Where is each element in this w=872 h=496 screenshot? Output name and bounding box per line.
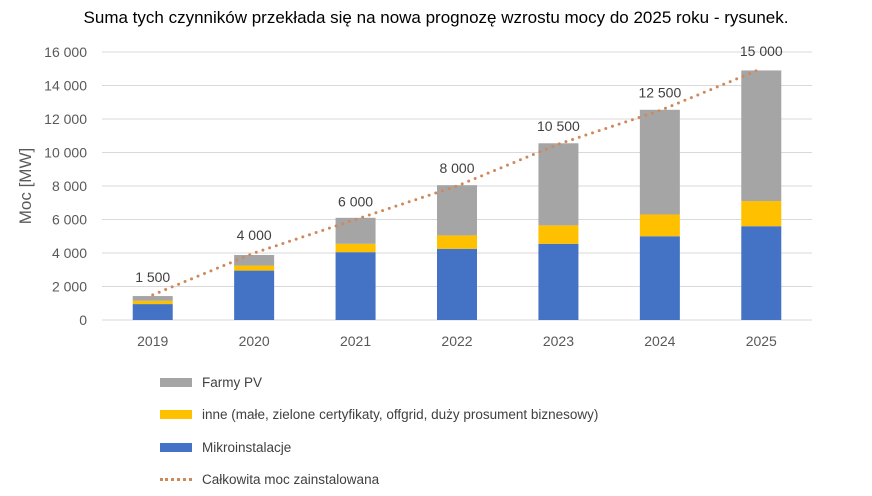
data-label: 6 000 (338, 194, 373, 210)
bar-farmy (741, 70, 781, 201)
bar-inne (336, 244, 376, 252)
bar-inne (538, 225, 578, 243)
bar-farmy (640, 110, 680, 215)
bar-inne (640, 214, 680, 236)
legend-item-farmy-pv: Farmy PV (160, 366, 598, 399)
legend-swatch (160, 378, 192, 387)
bar-inne (437, 235, 477, 248)
y-tick-label: 2 000 (52, 279, 87, 295)
data-label: 4 000 (237, 227, 272, 243)
legend-swatch (160, 443, 192, 452)
bar-mikroinstalacje (336, 252, 376, 320)
data-label: 15 000 (740, 43, 783, 59)
y-tick-label: 12 000 (44, 111, 87, 127)
bar-farmy (133, 296, 173, 301)
bar-farmy (336, 218, 376, 244)
legend-label: Całkowita moc zainstalowana (202, 472, 379, 487)
bar-mikroinstalacje (741, 226, 781, 320)
data-label: 10 500 (537, 118, 580, 134)
legend-item-inne: inne (małe, zielone certyfikaty, offgrid… (160, 399, 598, 432)
y-tick-label: 16 000 (44, 44, 87, 60)
legend-item-total: Całkowita moc zainstalowana (160, 464, 598, 496)
y-tick-label: 6 000 (52, 212, 87, 228)
legend-label: Farmy PV (202, 375, 262, 390)
data-label: 12 500 (638, 85, 681, 101)
y-tick-label: 8 000 (52, 178, 87, 194)
x-tick-label: 2020 (239, 333, 270, 349)
bar-inne (133, 301, 173, 304)
legend-item-mikroinstalacje: Mikroinstalacje (160, 431, 598, 464)
bar-inne (234, 266, 274, 271)
legend-label: inne (małe, zielone certyfikaty, offgrid… (202, 407, 598, 422)
bar-mikroinstalacje (538, 244, 578, 320)
y-axis-label: Moc [MW] (16, 148, 35, 225)
x-tick-label: 2019 (137, 333, 168, 349)
legend-line-swatch (160, 478, 192, 481)
bar-mikroinstalacje (234, 271, 274, 320)
x-tick-label: 2023 (543, 333, 574, 349)
x-tick-label: 2022 (441, 333, 472, 349)
bar-mikroinstalacje (640, 236, 680, 320)
y-tick-label: 0 (79, 312, 87, 328)
data-label: 8 000 (439, 160, 474, 176)
x-tick-label: 2025 (746, 333, 777, 349)
y-tick-label: 10 000 (44, 145, 87, 161)
legend: Farmy PV inne (małe, zielone certyfikaty… (160, 366, 598, 496)
legend-swatch (160, 410, 192, 419)
bar-farmy (538, 143, 578, 225)
y-tick-label: 14 000 (44, 78, 87, 94)
bar-mikroinstalacje (437, 249, 477, 320)
x-tick-label: 2024 (644, 333, 675, 349)
bar-inne (741, 201, 781, 226)
bar-farmy (234, 255, 274, 266)
bar-farmy (437, 185, 477, 235)
bar-mikroinstalacje (133, 304, 173, 320)
x-tick-label: 2021 (340, 333, 371, 349)
data-label: 1 500 (135, 269, 170, 285)
y-tick-label: 4 000 (52, 245, 87, 261)
legend-label: Mikroinstalacje (202, 440, 291, 455)
